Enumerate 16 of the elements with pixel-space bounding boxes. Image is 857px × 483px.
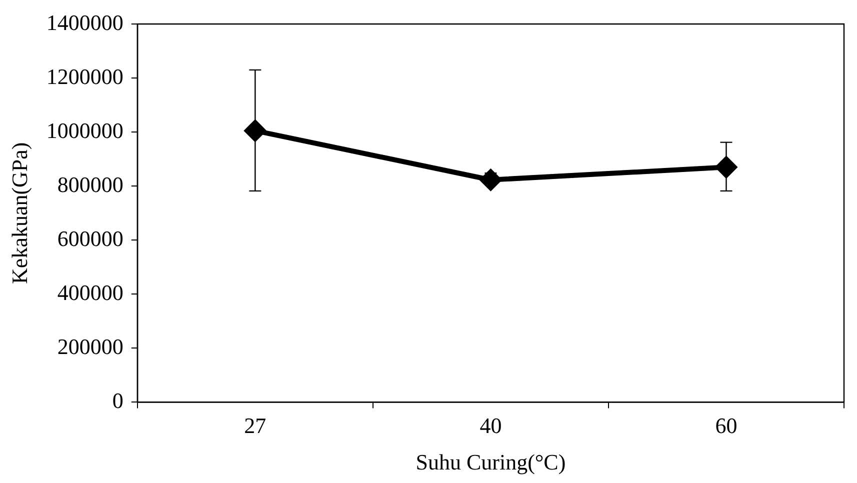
x-tick-label: 60 [715, 413, 738, 438]
x-tick-label: 40 [480, 413, 502, 438]
y-tick-label: 400000 [57, 280, 124, 305]
x-tick-label: 27 [244, 413, 266, 438]
y-tick-label: 1400000 [46, 10, 124, 35]
y-axis-title: Kekakuan(GPa) [6, 142, 32, 284]
y-tick-label: 600000 [57, 226, 124, 251]
point [480, 169, 502, 190]
x-axis-title: Suhu Curing(°C) [416, 450, 566, 475]
y-tick-label: 200000 [57, 334, 124, 359]
point [716, 156, 737, 178]
point [244, 120, 266, 142]
y-tick-label: 1000000 [46, 118, 124, 143]
y-tick-label: 0 [112, 388, 124, 413]
y-tick-label: 1200000 [46, 64, 124, 89]
y-tick-label: 800000 [57, 172, 124, 197]
